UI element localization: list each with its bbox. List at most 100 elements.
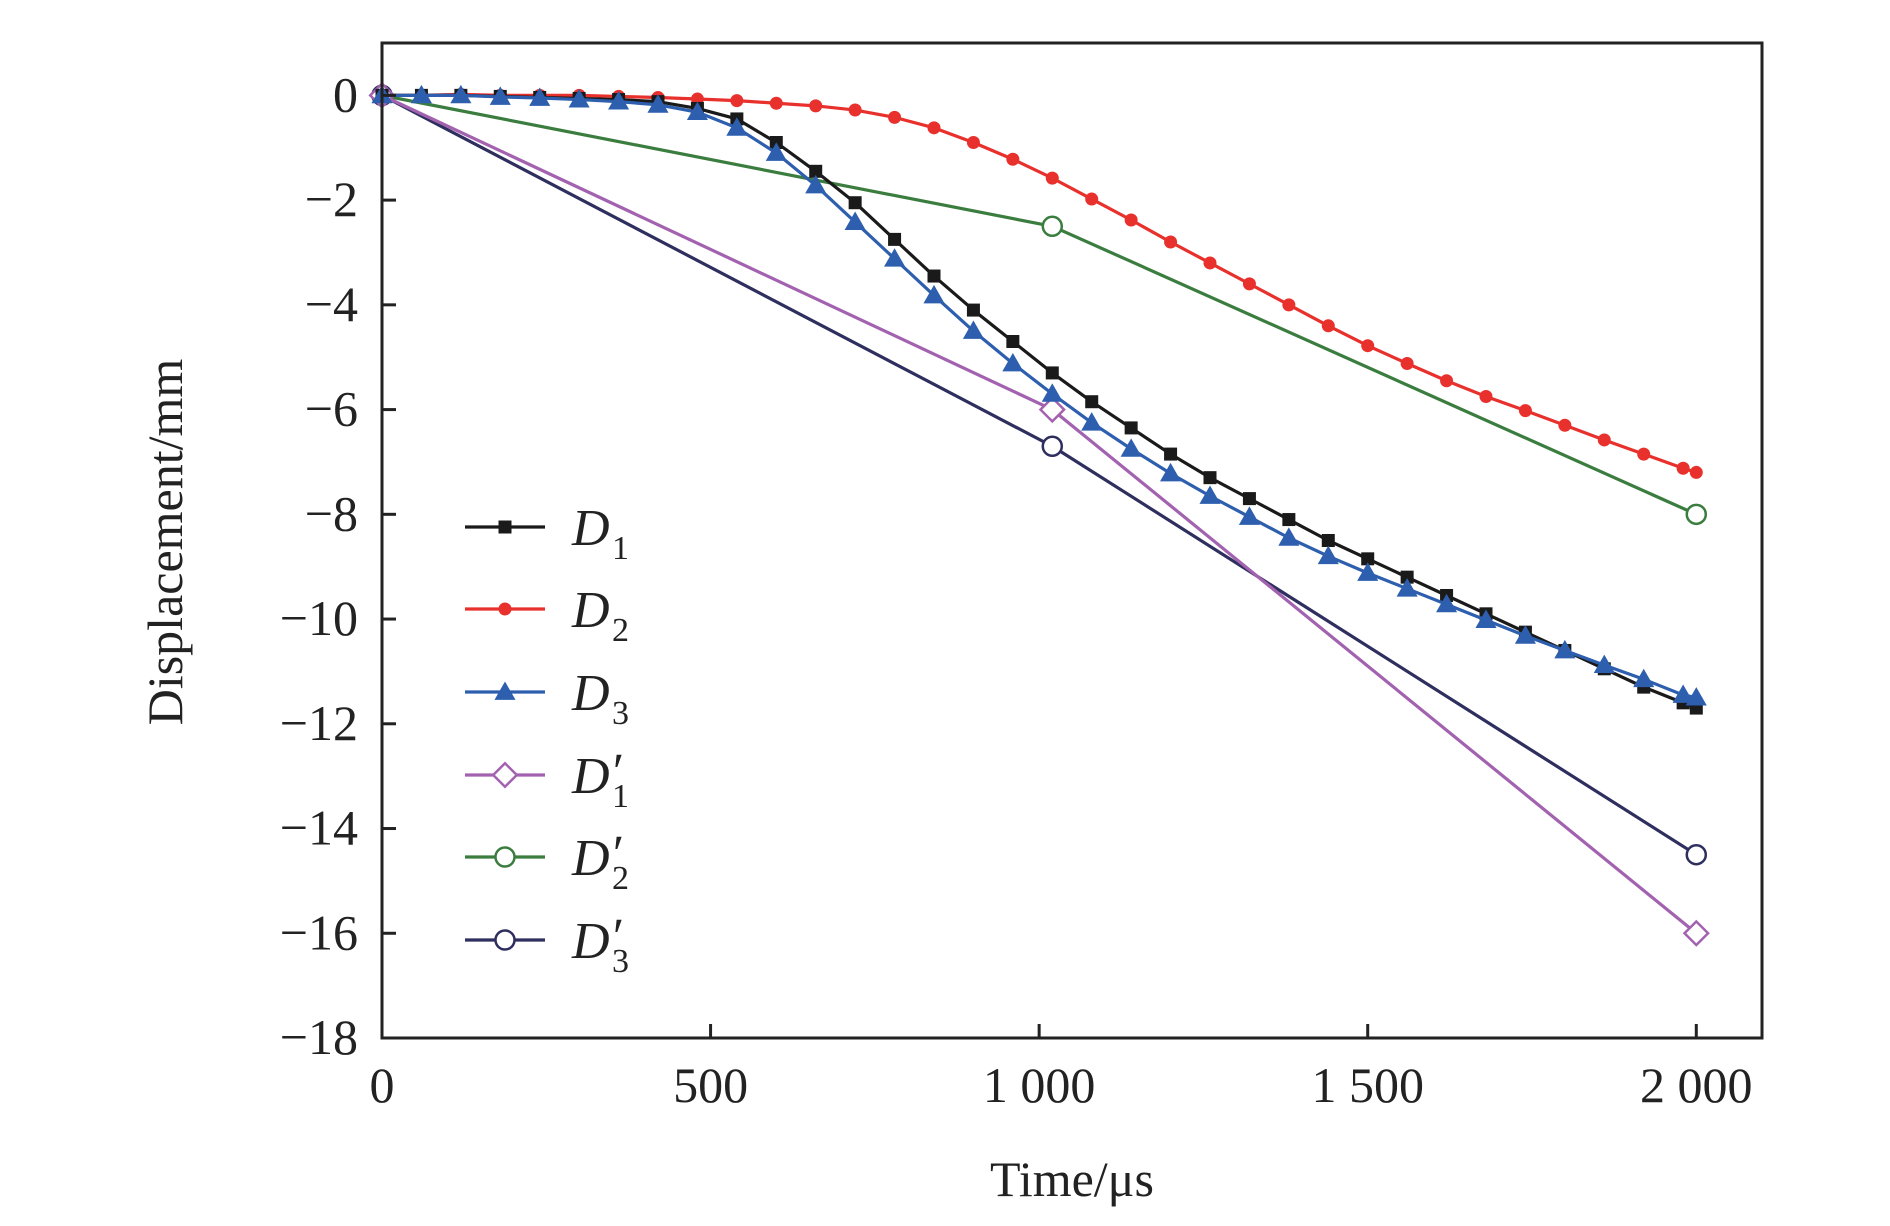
data-point — [1685, 503, 1708, 526]
legend-label-subscript: 1 — [612, 530, 629, 567]
data-point — [927, 121, 941, 135]
data-point — [769, 96, 783, 110]
data-point — [686, 101, 708, 121]
data-point — [489, 86, 511, 105]
y-axis-ticks: 0 −2 −4 −6 −8 −10 −12 −14 −16 −18 — [280, 66, 396, 1065]
data-point — [1041, 435, 1064, 457]
legend-marker — [494, 929, 516, 951]
legend-entry: D′2 — [465, 826, 629, 897]
y-tick-label: −8 — [305, 485, 358, 541]
legend-marker — [498, 520, 512, 534]
data-point — [844, 211, 866, 231]
x-tick-label: 0 — [370, 1057, 395, 1113]
legend-label-prime: ′ — [610, 826, 623, 883]
y-tick-label: −16 — [280, 904, 358, 960]
legend-label-prime: ′ — [610, 909, 623, 966]
plot-area — [368, 81, 1710, 947]
data-point — [1045, 171, 1059, 185]
data-point — [1124, 421, 1138, 435]
legend-label-subscript: 3 — [612, 943, 629, 980]
data-point — [1164, 447, 1178, 461]
legend-label: D′2 — [571, 826, 629, 897]
data-point — [1238, 506, 1260, 525]
x-tick-label: 1 500 — [1311, 1057, 1424, 1113]
plot-frame — [380, 41, 1764, 1040]
data-point — [1597, 433, 1611, 447]
data-point — [962, 320, 984, 339]
legend-entry: D1 — [465, 500, 629, 567]
data-point — [1676, 461, 1690, 475]
data-point — [1440, 374, 1454, 388]
legend-label-subscript: 2 — [612, 612, 629, 649]
data-point — [1475, 609, 1497, 629]
data-point — [1685, 843, 1708, 866]
data-point — [884, 248, 906, 267]
data-point — [927, 269, 941, 283]
data-point — [765, 142, 787, 161]
legend-entry: D′1 — [465, 744, 629, 815]
legend-label-main: D — [571, 830, 610, 887]
data-point — [923, 284, 945, 304]
data-point — [450, 84, 472, 104]
data-point — [1436, 593, 1458, 613]
legend-marker — [494, 681, 516, 700]
data-point — [1041, 215, 1064, 238]
data-point — [966, 136, 980, 149]
legend-label-main: D — [571, 748, 610, 805]
data-point — [809, 99, 823, 113]
y-tick-label: −4 — [305, 276, 358, 332]
x-axis-ticks: 0 500 1 000 1 500 2 000 — [370, 1024, 1753, 1113]
data-point — [1514, 625, 1536, 644]
legend-label-main: D — [571, 665, 610, 722]
legend-label-subscript: 2 — [612, 860, 629, 897]
data-point — [1682, 919, 1710, 947]
y-tick-label: −14 — [280, 800, 358, 856]
data-point — [608, 91, 630, 110]
legend-label-subscript: 3 — [612, 695, 629, 732]
series-6 — [371, 84, 1708, 866]
data-point — [1321, 319, 1335, 333]
x-tick-label: 2 000 — [1640, 1057, 1753, 1113]
data-point — [1400, 570, 1414, 584]
data-point — [1242, 492, 1256, 506]
data-point — [1085, 192, 1099, 206]
data-point — [1045, 366, 1059, 380]
data-point — [1242, 277, 1256, 291]
legend-entry: D′3 — [465, 909, 629, 980]
data-point — [1041, 383, 1063, 402]
legend-label: D3 — [571, 665, 629, 732]
data-point — [1361, 552, 1375, 566]
axes: 0 500 1 000 1 500 2 000 0 −2 −4 −6 −8 −10 −12 −14 −1… — [137, 66, 1753, 1207]
data-point — [1321, 534, 1335, 547]
y-tick-label: −2 — [305, 171, 358, 227]
legend-label: D2 — [571, 582, 629, 649]
legend-label-main: D — [571, 913, 610, 970]
data-point — [1203, 471, 1217, 485]
y-tick-label: −10 — [280, 590, 358, 646]
legend-label-subscript: 1 — [612, 778, 629, 815]
legend-marker — [491, 761, 519, 789]
data-point — [1002, 352, 1024, 372]
data-point — [730, 94, 744, 108]
data-point — [1164, 235, 1178, 249]
legend-label: D′3 — [571, 909, 629, 980]
data-point — [966, 303, 980, 317]
data-point — [1558, 418, 1572, 432]
data-point — [888, 232, 902, 246]
data-point — [848, 196, 862, 210]
data-point — [1006, 335, 1020, 348]
data-point — [568, 89, 590, 108]
data-point — [1554, 639, 1576, 659]
data-point — [1689, 465, 1703, 479]
legend-entry: D2 — [465, 582, 629, 649]
data-point — [1282, 513, 1296, 527]
data-point — [1685, 687, 1707, 706]
data-point — [1199, 485, 1221, 504]
y-tick-label: −12 — [280, 695, 358, 751]
data-point — [1085, 395, 1099, 409]
series-4 — [368, 81, 1710, 947]
data-point — [529, 87, 551, 106]
data-point — [1203, 256, 1217, 270]
legend-label: D′1 — [571, 744, 629, 815]
data-point — [1593, 654, 1615, 674]
